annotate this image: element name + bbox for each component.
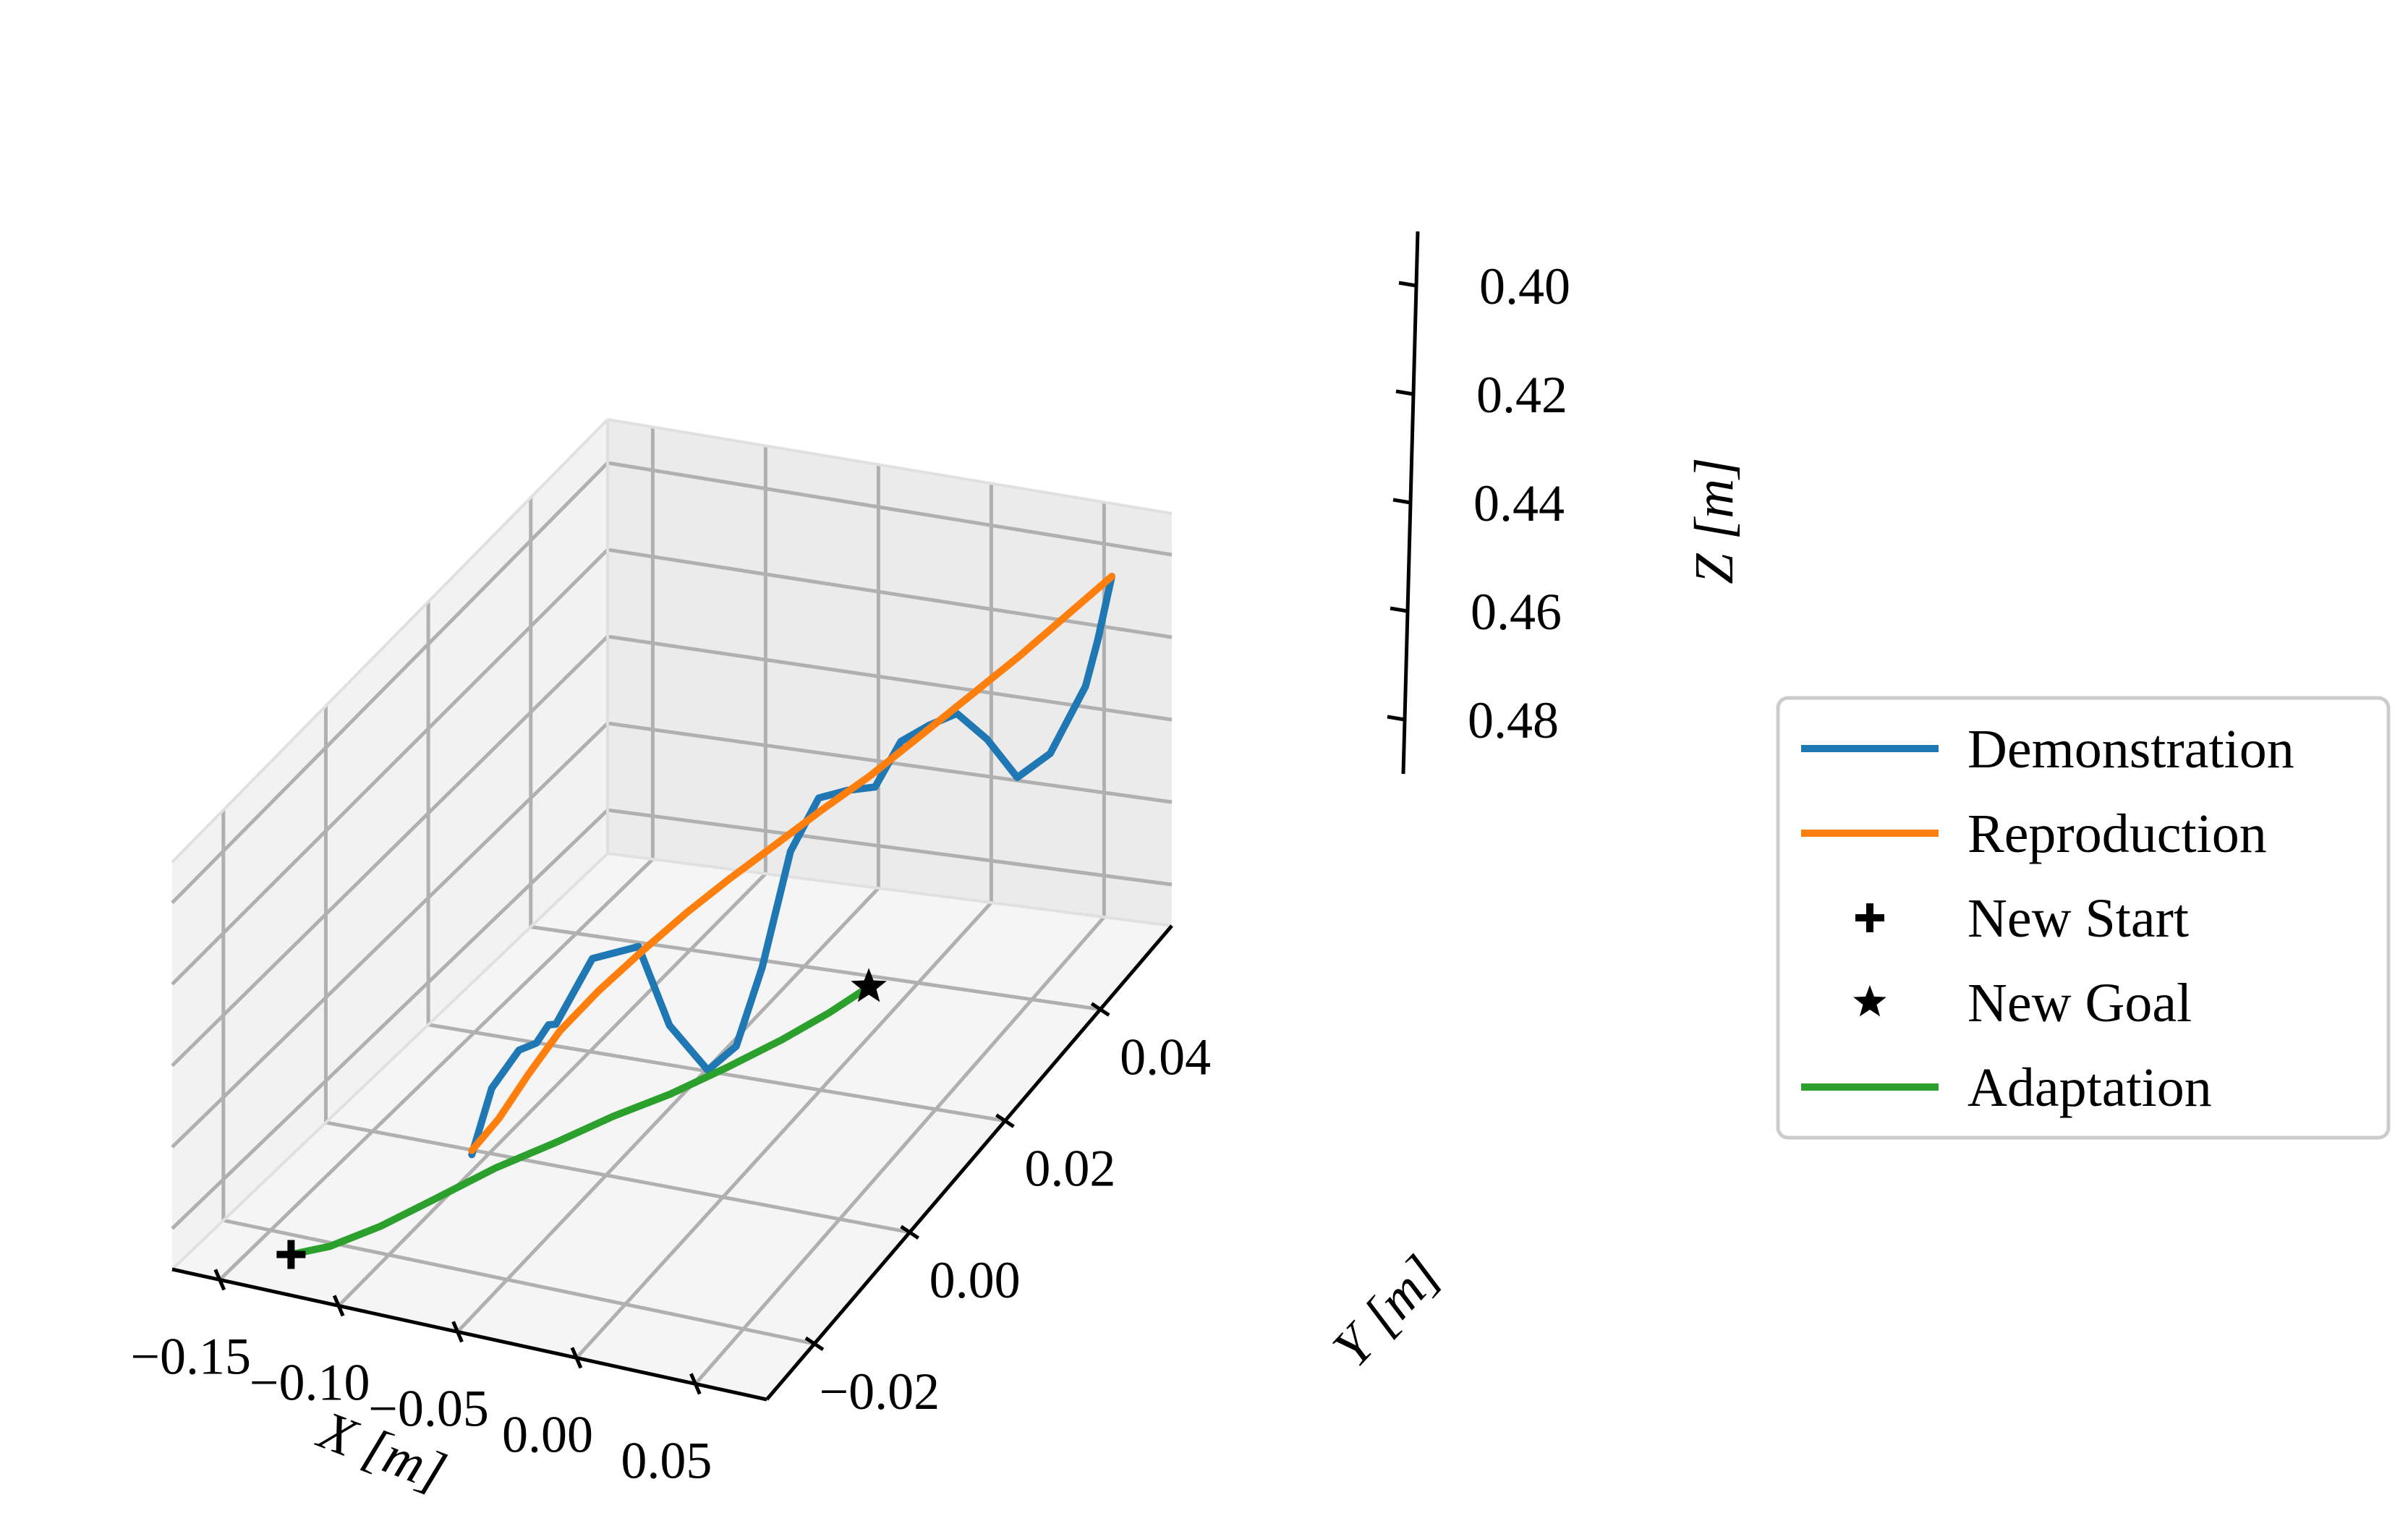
series-line-demonstration — [468, 573, 1115, 1159]
y-tick-label-3: 0.04 — [1120, 1028, 1211, 1086]
z-tick-label-3: 0.46 — [1471, 583, 1562, 641]
z-tick-mark-1 — [1395, 389, 1414, 396]
x-tick-label-0: −0.15 — [130, 1327, 251, 1385]
x-tick-label-2: −0.05 — [368, 1379, 489, 1437]
tick-group: −0.15−0.10−0.05 0.00 0.05−0.020.000.020.04… — [130, 257, 1570, 1489]
y-tick-mark-2 — [995, 1113, 1015, 1128]
legend-label-adaptation: Adaptation — [1967, 1057, 2212, 1118]
legend-label-reproduction: Reproduction — [1967, 804, 2267, 864]
y-tick-mark-1 — [900, 1224, 920, 1240]
grid-x-floor-3 — [575, 901, 993, 1360]
y-tick-label-0: −0.02 — [820, 1363, 940, 1420]
legend-label-demonstration: Demonstration — [1967, 719, 2294, 780]
grid-z-left-4 — [171, 809, 609, 1230]
z-axis-label: Z [m] — [1684, 457, 1745, 584]
legend-box — [1776, 696, 2391, 1140]
grid-z-back-4 — [607, 808, 1173, 887]
y-tick-mark-3 — [1090, 1002, 1110, 1017]
z-tick-label-0: 0.40 — [1479, 257, 1570, 315]
x-tick-label-3: 0.00 — [502, 1405, 593, 1463]
y-tick-label-1: 0.00 — [929, 1251, 1021, 1309]
pane-edge-0 — [171, 418, 609, 864]
z-tick-label-4: 0.48 — [1468, 691, 1559, 749]
z-tick-label-1: 0.42 — [1476, 366, 1567, 424]
marker-new-start-0 — [276, 1240, 306, 1269]
z-tick-mark-0 — [1398, 281, 1417, 288]
y-tick-mark-0 — [804, 1336, 825, 1352]
legend-swatch-new-goal — [1853, 985, 1886, 1017]
grid-x-floor-2 — [456, 887, 880, 1334]
pane-left — [172, 419, 608, 1269]
grid-z-left-3 — [171, 722, 609, 1149]
z-tick-mark-4 — [1387, 715, 1405, 722]
grid-z-left-0 — [171, 461, 609, 905]
grid-z-back-1 — [607, 548, 1173, 639]
x-tick-label-4: 0.05 — [621, 1431, 712, 1489]
grid-z-left-1 — [171, 548, 609, 986]
marker-new-goal-0 — [851, 968, 887, 1002]
z-tick-mark-2 — [1392, 498, 1411, 505]
y-axis-line — [765, 924, 1173, 1401]
grid-x-floor-0 — [218, 858, 655, 1282]
x-tick-mark-0 — [213, 1269, 226, 1291]
legend-swatch-new-start — [1855, 903, 1884, 932]
grid-x-floor-4 — [694, 916, 1106, 1386]
x-tick-mark-1 — [332, 1295, 345, 1317]
grid-x-floor-1 — [337, 872, 767, 1308]
z-tick-label-2: 0.44 — [1473, 474, 1565, 532]
grid-y-floor-1 — [326, 1120, 911, 1235]
y-tick-label-2: 0.02 — [1024, 1140, 1115, 1198]
series-group — [276, 573, 1115, 1269]
pane-edge-3 — [607, 852, 1173, 927]
x-tick-label-1: −0.10 — [250, 1353, 370, 1411]
grid-y-floor-0 — [223, 1218, 815, 1346]
z-tick-mark-3 — [1390, 606, 1408, 613]
pane-edge-1 — [607, 418, 1173, 515]
pane-edge-2 — [171, 852, 609, 1271]
legend-items: Demonstration Reproduction New Start New Go… — [1801, 719, 2294, 1118]
x-axis-line — [171, 1267, 767, 1402]
x-tick-mark-2 — [451, 1321, 464, 1343]
grid-z-left-2 — [171, 635, 609, 1068]
legend: Demonstration Reproduction New Start New Go… — [1776, 696, 2391, 1140]
grid-group — [171, 418, 1173, 1386]
pane-back — [608, 419, 1172, 926]
grid-z-back-0 — [607, 461, 1173, 557]
series-line-adaptation — [287, 983, 873, 1258]
series-line-reproduction — [468, 573, 1115, 1154]
x-tick-mark-3 — [570, 1347, 583, 1369]
grid-y-floor-3 — [530, 924, 1101, 1012]
y-axis-label: Y [m] — [1321, 1244, 1452, 1379]
x-tick-mark-4 — [689, 1373, 702, 1395]
legend-label-new-goal: New Goal — [1967, 973, 2192, 1034]
legend-label-new-start: New Start — [1967, 888, 2189, 949]
